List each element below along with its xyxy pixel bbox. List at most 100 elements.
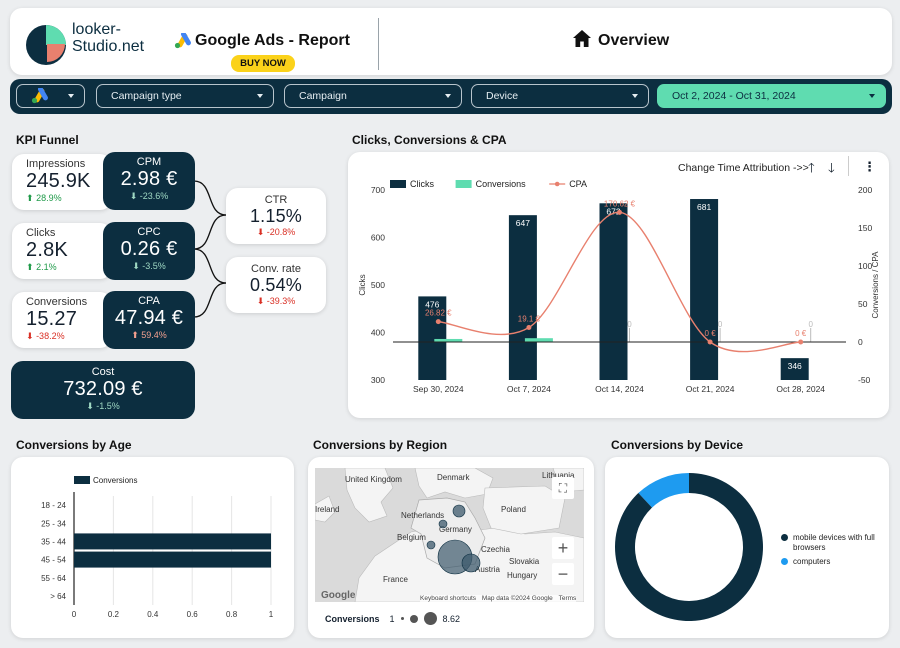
arrow-up-icon: ⬆ bbox=[131, 330, 139, 340]
more-options-icon[interactable]: ⋮ bbox=[863, 159, 876, 174]
legend-dot bbox=[781, 558, 788, 565]
keyboard-shortcuts-link[interactable]: Keyboard shortcuts bbox=[420, 595, 477, 602]
cpa-point[interactable] bbox=[435, 319, 441, 325]
conv-rate-value: 0.54% bbox=[249, 275, 303, 295]
y-right-tick-label: -50 bbox=[858, 375, 871, 385]
conv-rate-card: Conv. rate 0.54% ⬇ -39.3% bbox=[226, 257, 326, 313]
legend-label: computers bbox=[793, 557, 831, 566]
x-tick-label: Oct 14, 2024 bbox=[595, 384, 644, 394]
legend-swatch bbox=[74, 476, 90, 484]
conversions-bar[interactable] bbox=[524, 338, 553, 342]
buy-now-button[interactable]: BUY NOW bbox=[231, 55, 295, 72]
cpa-point[interactable] bbox=[707, 339, 713, 345]
header-card: looker- Studio.net Google Ads - Report B… bbox=[10, 8, 892, 75]
cost-delta: ⬇ -1.5% bbox=[86, 401, 120, 411]
scale-max: 8.62 bbox=[442, 613, 461, 624]
clicks-bar[interactable] bbox=[599, 203, 628, 380]
map-label-belgium: Belgium bbox=[397, 533, 426, 542]
header-divider bbox=[378, 18, 379, 70]
map-label-czechia: Czechia bbox=[481, 545, 510, 554]
y-left-tick-label: 500 bbox=[371, 280, 385, 290]
age-chart-card: Conversions 0 0.2 0.4 0.6 0.8 1 18 - 24 25 - 34 3… bbox=[11, 457, 294, 638]
legend-item-mobile[interactable]: mobile devices with full browsers bbox=[781, 533, 881, 553]
age-chart-title: Conversions by Age bbox=[16, 438, 132, 452]
cpm-label: CPM bbox=[136, 156, 162, 168]
terms-link[interactable]: Terms bbox=[558, 595, 577, 602]
kpi-funnel-title: KPI Funnel bbox=[16, 133, 79, 147]
conversions-bar[interactable] bbox=[434, 338, 463, 342]
chevron-down-icon bbox=[445, 94, 451, 98]
combo-chart-card: Change Time Attribution ->> 🡑 🡓 ⋮ 700 600… bbox=[348, 152, 889, 418]
cpm-card: CPM 2.98 € ⬇ -23.6% bbox=[103, 152, 195, 210]
clicks-bar[interactable] bbox=[418, 296, 447, 380]
conversions-value: 15.27 bbox=[26, 308, 78, 330]
x-tick-label: 0.2 bbox=[108, 610, 120, 619]
region-map[interactable]: Lithuania Denmark United Kingdom Ireland… bbox=[315, 468, 584, 602]
map-footer: Keyboard shortcuts Map data ©2024 Google… bbox=[420, 595, 577, 602]
region-bubble[interactable] bbox=[461, 553, 481, 573]
conv-rate-delta: ⬇ -39.3% bbox=[256, 296, 296, 306]
x-tick-label: Oct 7, 2024 bbox=[507, 384, 551, 394]
page-title: Overview bbox=[598, 32, 670, 49]
ctr-value: 1.15% bbox=[249, 206, 303, 226]
campaign-type-filter[interactable]: Campaign type bbox=[96, 84, 274, 108]
y-right-axis-label: Conversions / CPA bbox=[871, 251, 880, 319]
cpa-point[interactable] bbox=[798, 339, 804, 345]
clicks-data-label: 346 bbox=[788, 361, 802, 371]
cpa-point[interactable] bbox=[526, 324, 532, 330]
clicks-bar[interactable] bbox=[690, 199, 719, 380]
donut-slice[interactable] bbox=[615, 473, 763, 621]
sort-descending-button[interactable]: 🡓 bbox=[828, 160, 835, 175]
account-filter[interactable] bbox=[16, 84, 85, 108]
cpa-point[interactable] bbox=[617, 209, 622, 215]
map-data-text: Map data ©2024 Google bbox=[481, 595, 553, 602]
region-bubble[interactable] bbox=[452, 504, 466, 518]
cpa-data-label: 0 € bbox=[705, 329, 717, 338]
legend-label: mobile devices with full browsers bbox=[793, 533, 875, 552]
clicks-bar[interactable] bbox=[780, 358, 809, 380]
cpa-card: CPA 47.94 € ⬆ 59.4% bbox=[103, 291, 195, 349]
device-filter[interactable]: Device bbox=[471, 84, 649, 108]
fullscreen-button[interactable]: ⛶ bbox=[552, 477, 574, 499]
chevron-down-icon bbox=[632, 94, 638, 98]
combo-chart-title: Clicks, Conversions & CPA bbox=[352, 133, 507, 147]
google-ads-icon bbox=[174, 33, 191, 49]
campaign-filter[interactable]: Campaign bbox=[284, 84, 462, 108]
arrow-down-icon: ⬇ bbox=[26, 331, 34, 341]
age-bar[interactable] bbox=[74, 551, 271, 568]
x-tick-label: Oct 21, 2024 bbox=[686, 384, 735, 394]
impressions-label: Impressions bbox=[26, 158, 86, 170]
cpc-delta: ⬇ -3.5% bbox=[132, 261, 166, 271]
arrow-down-icon: ⬇ bbox=[86, 401, 94, 411]
y-tick-label: 25 - 34 bbox=[41, 519, 66, 528]
conversions-data-label: 0 bbox=[627, 320, 632, 329]
legend-label: Clicks bbox=[410, 179, 434, 189]
clicks-bar[interactable] bbox=[508, 215, 537, 380]
clicks-data-label: 681 bbox=[697, 202, 711, 212]
legend-item-computers[interactable]: computers bbox=[781, 557, 881, 567]
y-tick-label: > 64 bbox=[50, 592, 66, 601]
sort-ascending-button[interactable]: 🡑 bbox=[808, 160, 815, 175]
map-label-germany: Germany bbox=[439, 525, 472, 534]
zoom-out-button[interactable]: − bbox=[552, 563, 574, 585]
conversions-delta: ⬇ -38.2% bbox=[26, 331, 65, 341]
region-bubble[interactable] bbox=[426, 540, 436, 550]
impressions-value: 245.9K bbox=[26, 170, 91, 192]
legend-swatch bbox=[390, 180, 406, 188]
date-range-filter[interactable]: Oct 2, 2024 - Oct 31, 2024 bbox=[657, 84, 886, 108]
scale-dot-medium bbox=[409, 614, 418, 623]
campaign-type-label: Campaign type bbox=[111, 90, 182, 102]
conversions-data-label: 0 bbox=[718, 320, 723, 329]
region-bubble[interactable] bbox=[438, 519, 448, 529]
home-icon bbox=[573, 30, 591, 47]
region-map-title: Conversions by Region bbox=[313, 438, 448, 452]
zoom-in-button[interactable]: + bbox=[552, 537, 574, 559]
age-bar[interactable] bbox=[74, 533, 271, 550]
cpm-value: 2.98 € bbox=[120, 168, 178, 190]
arrow-down-icon: ⬇ bbox=[132, 261, 140, 271]
legend-label: Conversions bbox=[93, 476, 137, 485]
donut-slice[interactable] bbox=[638, 473, 689, 508]
cpa-value: 47.94 € bbox=[114, 307, 184, 329]
google-ads-filter-icon bbox=[31, 88, 48, 104]
